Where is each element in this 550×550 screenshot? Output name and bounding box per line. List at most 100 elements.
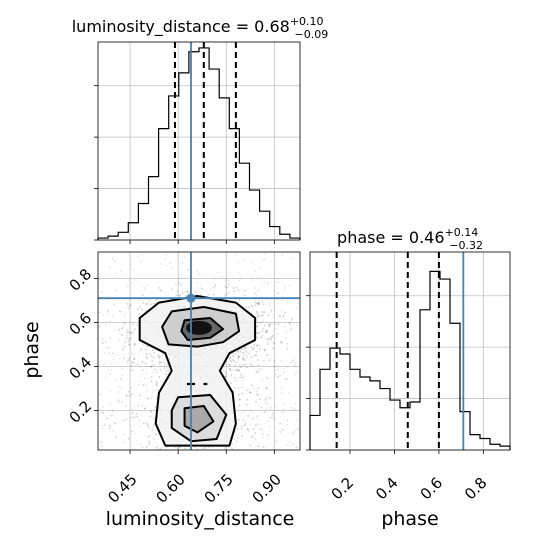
sample-point [245, 366, 248, 368]
sample-point [113, 303, 116, 306]
sample-point [234, 476, 236, 478]
sample-point [143, 497, 145, 499]
sample-point [286, 365, 288, 368]
sample-point [112, 430, 114, 432]
sample-point [302, 368, 304, 370]
sample-point [198, 461, 200, 463]
sample-point [241, 386, 244, 389]
sample-point [257, 461, 259, 463]
sample-point [98, 311, 101, 314]
sample-point [262, 259, 265, 261]
sample-point [276, 292, 279, 295]
sample-point [180, 462, 182, 464]
sample-point [279, 341, 282, 343]
sample-point [116, 399, 119, 401]
sample-point [256, 312, 259, 315]
sample-point [238, 483, 240, 485]
sample-point [125, 394, 128, 396]
sample-point [241, 435, 244, 438]
sample-point [112, 352, 115, 355]
sample-point [136, 324, 139, 327]
sample-point [298, 350, 300, 353]
sample-point [237, 351, 240, 353]
sample-point [115, 379, 118, 381]
sample-point [213, 277, 215, 279]
sample-point [149, 415, 152, 418]
sample-point [287, 378, 289, 381]
sample-point [230, 469, 232, 471]
sample-point [106, 313, 109, 316]
sample-point [131, 282, 133, 284]
sample-point [284, 286, 286, 288]
sample-point [163, 365, 166, 367]
sample-point [244, 421, 247, 424]
sample-point [197, 451, 199, 453]
sample-point [273, 365, 276, 368]
sample-point [123, 441, 126, 444]
sample-point [152, 438, 155, 440]
sample-point [107, 310, 110, 312]
sample-point [128, 358, 130, 361]
sample-point [260, 368, 263, 370]
sample-point [254, 270, 257, 273]
sample-point [294, 402, 297, 405]
sample-point [99, 393, 101, 396]
sample-point [232, 360, 235, 362]
sample-point [197, 479, 199, 481]
sample-point [295, 446, 298, 449]
sample-point [257, 445, 260, 448]
sample-point [126, 458, 128, 460]
sample-point [114, 422, 117, 425]
sample-point [104, 341, 107, 343]
sample-point [144, 303, 147, 305]
sample-point [267, 314, 270, 317]
sample-point [292, 443, 294, 446]
sample-point [288, 441, 291, 443]
sample-point [216, 505, 218, 507]
sample-point [139, 380, 142, 383]
sample-point [262, 319, 264, 321]
sample-point [196, 270, 199, 273]
sample-point [151, 395, 154, 398]
sample-point [251, 435, 254, 438]
sample-point [267, 282, 269, 284]
sample-point [280, 341, 283, 344]
sample-point [238, 418, 240, 421]
sample-point [188, 478, 190, 480]
sample-point [232, 469, 234, 471]
sample-point [130, 393, 133, 396]
sample-point [256, 344, 259, 347]
sample-point [125, 395, 128, 397]
sample-point [117, 385, 120, 387]
sample-point [237, 355, 240, 358]
sample-point [120, 377, 122, 380]
sample-point [137, 478, 139, 480]
sample-point [140, 260, 142, 263]
sample-point [252, 347, 255, 349]
sample-point [167, 453, 169, 455]
sample-point [202, 447, 205, 449]
sample-point [236, 436, 239, 439]
sample-point [144, 377, 146, 379]
sample-point [185, 457, 187, 459]
sample-point [271, 412, 274, 415]
sample-point [266, 354, 268, 356]
sample-point [164, 477, 166, 479]
sample-point [235, 253, 238, 256]
sample-point [289, 323, 292, 325]
x-tick-label: 0.45 [104, 470, 140, 506]
sample-point [286, 423, 288, 426]
sample-point [144, 352, 147, 355]
sample-point [248, 306, 251, 309]
sample-point [158, 286, 160, 289]
sample-point [207, 293, 210, 296]
sample-point [118, 391, 120, 393]
sample-point [231, 447, 233, 450]
sample-point [137, 363, 139, 365]
sample-point [249, 391, 251, 394]
sample-point [277, 323, 280, 326]
sample-point [282, 408, 285, 411]
sample-point [237, 399, 240, 401]
sample-point [139, 349, 142, 352]
